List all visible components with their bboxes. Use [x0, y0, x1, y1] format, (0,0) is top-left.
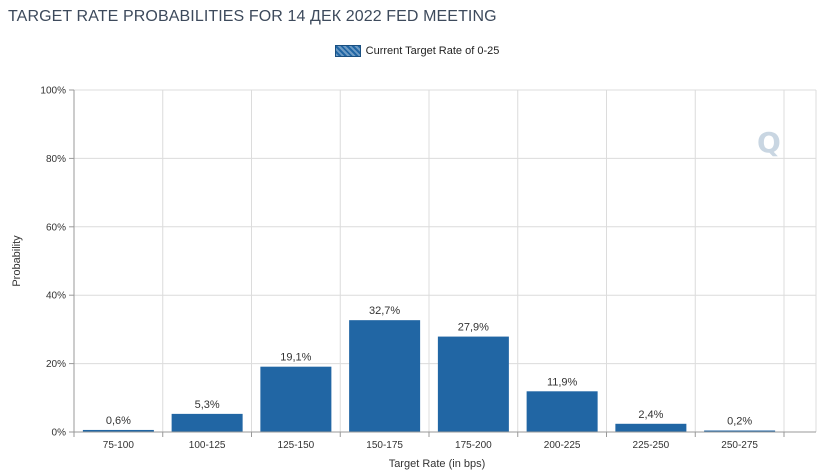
legend-item[interactable]: Current Target Rate of 0-25 — [334, 45, 500, 57]
data-label: 2,4% — [638, 409, 663, 421]
y-tick-label: 80% — [46, 154, 66, 165]
x-tick-label: 125-150 — [278, 440, 315, 451]
y-tick-label: 20% — [46, 359, 66, 370]
bar — [615, 423, 687, 432]
data-label: 27,9% — [458, 322, 489, 334]
x-axis-title: Target Rate (in bps) — [389, 458, 486, 470]
x-axis-ticks: 75-100 100-125 125-150 150-175 175-200 200-22… — [103, 440, 759, 451]
x-tick-label: 150-175 — [366, 440, 403, 451]
y-tick-label: 40% — [46, 291, 66, 302]
y-axis-title: Probability — [11, 235, 23, 287]
y-tick-label: 60% — [46, 222, 66, 233]
bar — [704, 430, 776, 432]
x-tick-label: 225-250 — [633, 440, 670, 451]
y-tick-label: 100% — [40, 86, 66, 97]
x-tick-label: 100-125 — [189, 440, 226, 451]
bar — [260, 366, 332, 432]
bar — [526, 391, 598, 432]
legend-swatch — [334, 45, 361, 57]
y-tick-label: 0% — [52, 428, 67, 439]
bar — [349, 320, 421, 432]
data-label: 19,1% — [280, 352, 311, 364]
data-label: 11,9% — [547, 376, 578, 388]
x-tick-label: 175-200 — [455, 440, 492, 451]
x-tick-label: 250-275 — [721, 440, 758, 451]
logo-icon: Q — [757, 126, 781, 159]
bar — [82, 429, 154, 432]
x-tick-label: 75-100 — [103, 440, 135, 451]
grid-lines — [69, 89, 817, 437]
legend-label: Current Target Rate of 0-25 — [365, 45, 500, 57]
y-axis-ticks: 0% 20% 40% 60% 80% 100% — [40, 86, 66, 439]
data-label: 5,3% — [195, 399, 220, 411]
chart-legend: Current Target Rate of 0-25 — [0, 45, 834, 60]
bar — [437, 336, 509, 432]
data-label: 32,7% — [369, 305, 400, 317]
data-labels: 0,6% 5,3% 19,1% 32,7% 27,9% 11,9% 2,4% 0,2% — [106, 305, 753, 427]
chart-title: TARGET RATE PROBABILITIES FOR 14 ДЕК 202… — [8, 8, 497, 25]
bars — [82, 320, 776, 432]
bar — [171, 413, 243, 432]
x-tick-label: 200-225 — [544, 440, 581, 451]
data-label: 0,2% — [727, 416, 752, 428]
data-label: 0,6% — [106, 415, 131, 427]
